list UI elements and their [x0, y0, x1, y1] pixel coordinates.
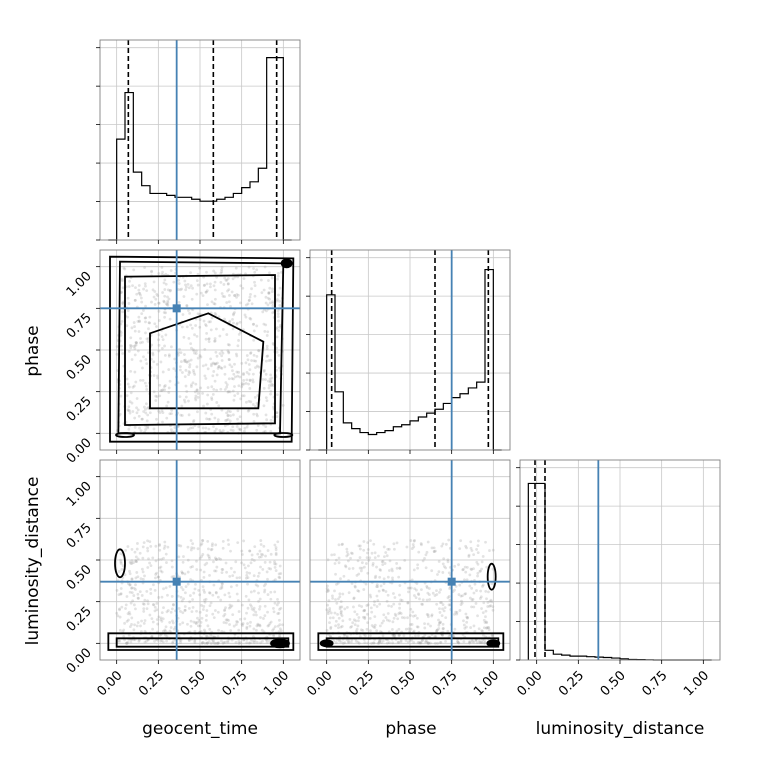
xtick-label: 0.50 [388, 668, 419, 699]
contour-right-blob [486, 562, 497, 591]
xtick-label: 0.00 [304, 668, 335, 699]
hist-step [318, 268, 502, 451]
xtick-label: 0.00 [514, 668, 545, 699]
xlabel-geocent-time: geocent_time [142, 719, 258, 739]
joint-geocent-time-phase [96, 249, 301, 454]
density-contours [107, 548, 295, 651]
xtick-label: 0.25 [346, 668, 377, 699]
ytick-label: 0.50 [64, 352, 95, 383]
xtick-label: 1.00 [471, 668, 502, 699]
xtick-label: 0.75 [429, 668, 460, 699]
contour-outer [107, 632, 295, 651]
contour-left-blob [114, 548, 126, 579]
peak-bottom-right [273, 432, 294, 438]
xtick-label: 0.50 [598, 668, 629, 699]
hist-step [108, 57, 292, 241]
truth-marker [172, 577, 181, 586]
ytick-label: 0.75 [64, 311, 95, 342]
marginal-luminosity-distance [516, 459, 721, 664]
truth-marker [447, 577, 456, 586]
contour-inner [124, 274, 276, 426]
xtick-label: 0.75 [639, 668, 670, 699]
contour-outer [317, 632, 505, 651]
contour-outer [109, 255, 295, 443]
peak-right [270, 638, 290, 649]
joint-phase-luminosity-distance [309, 459, 511, 664]
contour-mid [115, 637, 290, 648]
marginal-phase [306, 249, 511, 454]
xtick-label: 0.50 [178, 668, 209, 699]
ytick-label: 1.00 [64, 479, 95, 510]
peak-left [319, 639, 334, 648]
ytick-label: 0.50 [64, 562, 95, 593]
marginal-geocent-time [96, 39, 301, 244]
ytick-label: 0.00 [64, 436, 95, 467]
density-contours [317, 562, 505, 651]
xtick-label: 0.25 [556, 668, 587, 699]
xtick-label: 0.00 [94, 668, 125, 699]
ytick-label: 0.25 [64, 394, 95, 425]
density-contours [109, 255, 295, 443]
ytick-label: 0.00 [64, 646, 95, 677]
ytick-label: 0.75 [64, 521, 95, 552]
ytick-label: 0.25 [64, 604, 95, 635]
xtick-label: 0.25 [136, 668, 167, 699]
xtick-label: 1.00 [261, 668, 292, 699]
xlabel-luminosity-distance: luminosity_distance [536, 719, 705, 739]
xlabel-phase: phase [385, 719, 436, 739]
peak-right [486, 639, 501, 648]
xtick-label: 0.75 [219, 668, 250, 699]
joint-geocent-time-luminosity-distance [96, 459, 301, 664]
xtick-label: 1.00 [681, 668, 712, 699]
peak-bottom-left [115, 432, 135, 438]
truth-marker [172, 304, 181, 313]
ylabel-phase: phase [23, 325, 43, 376]
ytick-label: 1.00 [64, 269, 95, 300]
peak-top-right [280, 258, 293, 269]
scatter-points [325, 538, 495, 645]
ylabel-luminosity-distance: luminosity_distance [23, 477, 43, 646]
contour-core [149, 312, 265, 410]
